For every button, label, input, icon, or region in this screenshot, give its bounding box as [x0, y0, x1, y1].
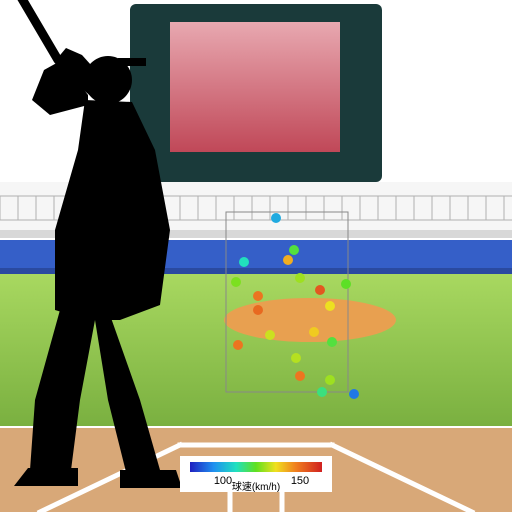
- pitch-point: [283, 255, 293, 265]
- pitch-point: [289, 245, 299, 255]
- pitch-point: [231, 277, 241, 287]
- pitch-point: [271, 213, 281, 223]
- pitch-point: [317, 387, 327, 397]
- legend-colorbar: [190, 462, 322, 472]
- pitch-point: [291, 353, 301, 363]
- legend-label: 球速(km/h): [232, 480, 280, 493]
- grass-dirt-edge: [0, 426, 512, 428]
- legend-tick: 100: [214, 475, 232, 487]
- pitch-point: [295, 273, 305, 283]
- pitch-point: [315, 285, 325, 295]
- legend-tick: 150: [291, 475, 309, 487]
- pitch-point: [253, 291, 263, 301]
- pitch-location-chart: 100 150 球速(km/h): [0, 0, 512, 512]
- pitch-point: [309, 327, 319, 337]
- pitch-point: [349, 389, 359, 399]
- pitch-point: [253, 305, 263, 315]
- pitch-point: [341, 279, 351, 289]
- pitch-point: [265, 330, 275, 340]
- pitch-point: [325, 375, 335, 385]
- scoreboard-screen: [170, 22, 340, 152]
- bat: [18, 0, 58, 60]
- pitch-point: [239, 257, 249, 267]
- pitch-point: [233, 340, 243, 350]
- pitch-point: [327, 337, 337, 347]
- pitchers-mound: [224, 298, 396, 342]
- pitch-point: [295, 371, 305, 381]
- pitch-point: [325, 301, 335, 311]
